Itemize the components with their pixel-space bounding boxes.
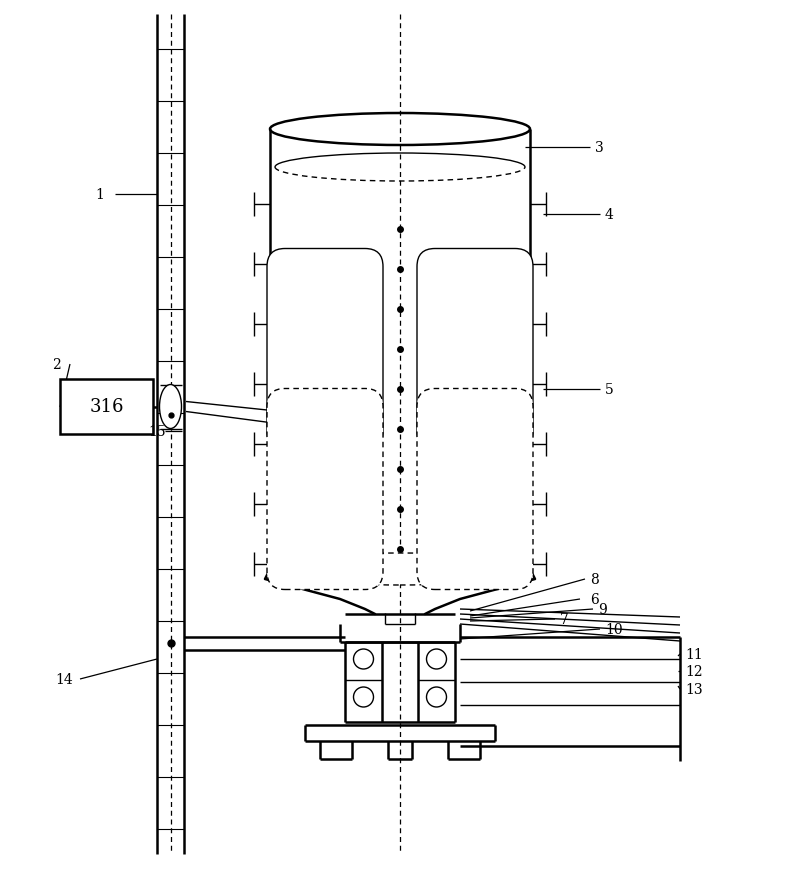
Text: 15: 15 bbox=[148, 425, 166, 439]
FancyBboxPatch shape bbox=[417, 389, 533, 590]
Bar bbox=[60, 380, 153, 434]
Text: 316: 316 bbox=[90, 398, 124, 416]
Text: 11: 11 bbox=[685, 647, 702, 661]
FancyBboxPatch shape bbox=[267, 389, 383, 590]
Text: 2: 2 bbox=[52, 357, 61, 372]
Text: 4: 4 bbox=[605, 208, 614, 222]
FancyBboxPatch shape bbox=[267, 249, 383, 450]
Text: 5: 5 bbox=[605, 382, 614, 396]
Text: 8: 8 bbox=[590, 573, 598, 587]
Text: 3: 3 bbox=[595, 141, 604, 155]
Text: 1: 1 bbox=[95, 188, 104, 202]
Text: 6: 6 bbox=[590, 593, 598, 607]
Text: 12: 12 bbox=[685, 664, 702, 678]
Text: 14: 14 bbox=[55, 673, 73, 687]
Text: 7: 7 bbox=[560, 613, 569, 627]
Ellipse shape bbox=[159, 385, 182, 429]
Text: 9: 9 bbox=[598, 602, 606, 616]
Ellipse shape bbox=[270, 554, 530, 586]
Text: 10: 10 bbox=[605, 622, 622, 636]
Text: 13: 13 bbox=[685, 682, 702, 696]
FancyBboxPatch shape bbox=[417, 249, 533, 450]
